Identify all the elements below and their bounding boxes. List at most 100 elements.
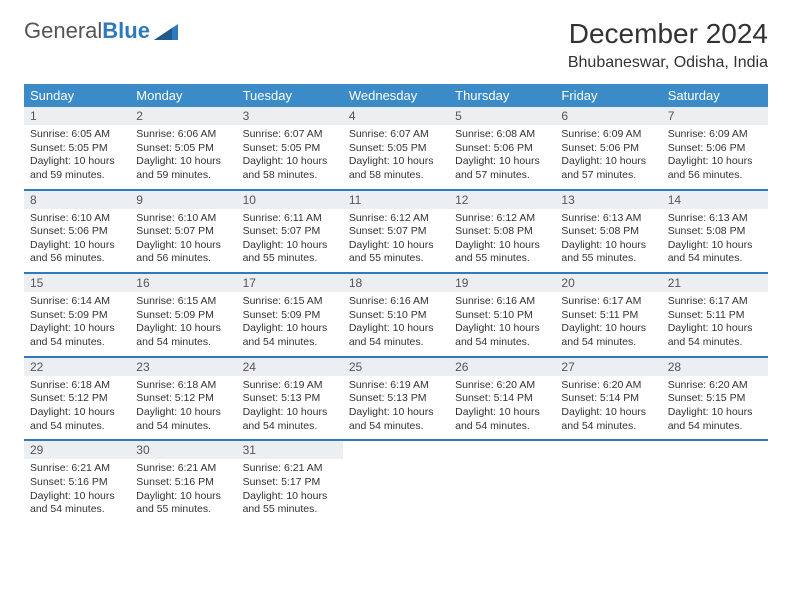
day-number: 23 (130, 358, 236, 376)
day-details: Sunrise: 6:21 AMSunset: 5:16 PMDaylight:… (24, 459, 130, 523)
day-number: 14 (662, 191, 768, 209)
day-number: 3 (237, 107, 343, 125)
day-details: Sunrise: 6:13 AMSunset: 5:08 PMDaylight:… (555, 209, 661, 273)
day-details: Sunrise: 6:15 AMSunset: 5:09 PMDaylight:… (130, 292, 236, 356)
day-number: 15 (24, 274, 130, 292)
day-details: Sunrise: 6:14 AMSunset: 5:09 PMDaylight:… (24, 292, 130, 356)
weekday-header: Saturday (662, 84, 768, 107)
day-number: 8 (24, 191, 130, 209)
day-details: Sunrise: 6:10 AMSunset: 5:06 PMDaylight:… (24, 209, 130, 273)
day-number: 1 (24, 107, 130, 125)
day-details: Sunrise: 6:20 AMSunset: 5:14 PMDaylight:… (449, 376, 555, 440)
weekday-header: Sunday (24, 84, 130, 107)
calendar-table: SundayMondayTuesdayWednesdayThursdayFrid… (24, 84, 768, 523)
calendar-day-cell: 30Sunrise: 6:21 AMSunset: 5:16 PMDayligh… (130, 440, 236, 523)
day-number: 19 (449, 274, 555, 292)
weekday-header: Thursday (449, 84, 555, 107)
calendar-day-cell (343, 440, 449, 523)
day-details: Sunrise: 6:06 AMSunset: 5:05 PMDaylight:… (130, 125, 236, 189)
calendar-week-row: 22Sunrise: 6:18 AMSunset: 5:12 PMDayligh… (24, 357, 768, 441)
calendar-week-row: 1Sunrise: 6:05 AMSunset: 5:05 PMDaylight… (24, 107, 768, 190)
calendar-day-cell: 24Sunrise: 6:19 AMSunset: 5:13 PMDayligh… (237, 357, 343, 441)
day-number: 5 (449, 107, 555, 125)
day-details: Sunrise: 6:21 AMSunset: 5:17 PMDaylight:… (237, 459, 343, 523)
calendar-day-cell: 12Sunrise: 6:12 AMSunset: 5:08 PMDayligh… (449, 190, 555, 274)
brand-logo: GeneralBlue (24, 18, 178, 44)
day-number: 12 (449, 191, 555, 209)
calendar-day-cell: 20Sunrise: 6:17 AMSunset: 5:11 PMDayligh… (555, 273, 661, 357)
day-number: 21 (662, 274, 768, 292)
day-number: 2 (130, 107, 236, 125)
day-number: 26 (449, 358, 555, 376)
calendar-day-cell (662, 440, 768, 523)
day-details: Sunrise: 6:19 AMSunset: 5:13 PMDaylight:… (237, 376, 343, 440)
calendar-day-cell: 29Sunrise: 6:21 AMSunset: 5:16 PMDayligh… (24, 440, 130, 523)
calendar-day-cell: 15Sunrise: 6:14 AMSunset: 5:09 PMDayligh… (24, 273, 130, 357)
day-details: Sunrise: 6:11 AMSunset: 5:07 PMDaylight:… (237, 209, 343, 273)
weekday-header: Tuesday (237, 84, 343, 107)
day-details: Sunrise: 6:18 AMSunset: 5:12 PMDaylight:… (24, 376, 130, 440)
day-details: Sunrise: 6:09 AMSunset: 5:06 PMDaylight:… (555, 125, 661, 189)
calendar-day-cell: 31Sunrise: 6:21 AMSunset: 5:17 PMDayligh… (237, 440, 343, 523)
calendar-day-cell: 8Sunrise: 6:10 AMSunset: 5:06 PMDaylight… (24, 190, 130, 274)
day-details: Sunrise: 6:10 AMSunset: 5:07 PMDaylight:… (130, 209, 236, 273)
day-number: 6 (555, 107, 661, 125)
weekday-header: Wednesday (343, 84, 449, 107)
day-number: 30 (130, 441, 236, 459)
day-details: Sunrise: 6:15 AMSunset: 5:09 PMDaylight:… (237, 292, 343, 356)
day-number: 27 (555, 358, 661, 376)
day-details: Sunrise: 6:12 AMSunset: 5:07 PMDaylight:… (343, 209, 449, 273)
calendar-day-cell: 18Sunrise: 6:16 AMSunset: 5:10 PMDayligh… (343, 273, 449, 357)
day-details: Sunrise: 6:13 AMSunset: 5:08 PMDaylight:… (662, 209, 768, 273)
calendar-day-cell: 3Sunrise: 6:07 AMSunset: 5:05 PMDaylight… (237, 107, 343, 190)
day-number: 10 (237, 191, 343, 209)
brand-text: GeneralBlue (24, 18, 150, 44)
calendar-day-cell: 25Sunrise: 6:19 AMSunset: 5:13 PMDayligh… (343, 357, 449, 441)
calendar-day-cell: 21Sunrise: 6:17 AMSunset: 5:11 PMDayligh… (662, 273, 768, 357)
day-details: Sunrise: 6:20 AMSunset: 5:15 PMDaylight:… (662, 376, 768, 440)
day-number: 16 (130, 274, 236, 292)
day-details: Sunrise: 6:16 AMSunset: 5:10 PMDaylight:… (343, 292, 449, 356)
weekday-header: Friday (555, 84, 661, 107)
brand-triangle-icon (154, 22, 178, 40)
calendar-day-cell: 26Sunrise: 6:20 AMSunset: 5:14 PMDayligh… (449, 357, 555, 441)
calendar-day-cell: 19Sunrise: 6:16 AMSunset: 5:10 PMDayligh… (449, 273, 555, 357)
day-number: 9 (130, 191, 236, 209)
day-number: 31 (237, 441, 343, 459)
calendar-day-cell: 5Sunrise: 6:08 AMSunset: 5:06 PMDaylight… (449, 107, 555, 190)
calendar-week-row: 8Sunrise: 6:10 AMSunset: 5:06 PMDaylight… (24, 190, 768, 274)
calendar-day-cell: 11Sunrise: 6:12 AMSunset: 5:07 PMDayligh… (343, 190, 449, 274)
day-number: 22 (24, 358, 130, 376)
title-block: December 2024 Bhubaneswar, Odisha, India (568, 18, 768, 72)
calendar-day-cell: 28Sunrise: 6:20 AMSunset: 5:15 PMDayligh… (662, 357, 768, 441)
calendar-day-cell: 9Sunrise: 6:10 AMSunset: 5:07 PMDaylight… (130, 190, 236, 274)
day-details: Sunrise: 6:19 AMSunset: 5:13 PMDaylight:… (343, 376, 449, 440)
calendar-week-row: 15Sunrise: 6:14 AMSunset: 5:09 PMDayligh… (24, 273, 768, 357)
calendar-day-cell: 27Sunrise: 6:20 AMSunset: 5:14 PMDayligh… (555, 357, 661, 441)
header: GeneralBlue December 2024 Bhubaneswar, O… (24, 18, 768, 72)
day-details: Sunrise: 6:07 AMSunset: 5:05 PMDaylight:… (237, 125, 343, 189)
calendar-day-cell: 14Sunrise: 6:13 AMSunset: 5:08 PMDayligh… (662, 190, 768, 274)
day-details: Sunrise: 6:21 AMSunset: 5:16 PMDaylight:… (130, 459, 236, 523)
calendar-page: GeneralBlue December 2024 Bhubaneswar, O… (0, 0, 792, 541)
calendar-day-cell: 4Sunrise: 6:07 AMSunset: 5:05 PMDaylight… (343, 107, 449, 190)
calendar-day-cell: 10Sunrise: 6:11 AMSunset: 5:07 PMDayligh… (237, 190, 343, 274)
day-number: 11 (343, 191, 449, 209)
calendar-day-cell: 22Sunrise: 6:18 AMSunset: 5:12 PMDayligh… (24, 357, 130, 441)
calendar-body: 1Sunrise: 6:05 AMSunset: 5:05 PMDaylight… (24, 107, 768, 523)
day-number: 17 (237, 274, 343, 292)
calendar-day-cell: 23Sunrise: 6:18 AMSunset: 5:12 PMDayligh… (130, 357, 236, 441)
location-text: Bhubaneswar, Odisha, India (568, 54, 768, 72)
calendar-day-cell (555, 440, 661, 523)
calendar-day-cell: 6Sunrise: 6:09 AMSunset: 5:06 PMDaylight… (555, 107, 661, 190)
calendar-day-cell: 2Sunrise: 6:06 AMSunset: 5:05 PMDaylight… (130, 107, 236, 190)
calendar-week-row: 29Sunrise: 6:21 AMSunset: 5:16 PMDayligh… (24, 440, 768, 523)
day-number: 29 (24, 441, 130, 459)
day-details: Sunrise: 6:12 AMSunset: 5:08 PMDaylight:… (449, 209, 555, 273)
day-details: Sunrise: 6:07 AMSunset: 5:05 PMDaylight:… (343, 125, 449, 189)
day-details: Sunrise: 6:09 AMSunset: 5:06 PMDaylight:… (662, 125, 768, 189)
day-details: Sunrise: 6:18 AMSunset: 5:12 PMDaylight:… (130, 376, 236, 440)
day-details: Sunrise: 6:16 AMSunset: 5:10 PMDaylight:… (449, 292, 555, 356)
day-details: Sunrise: 6:17 AMSunset: 5:11 PMDaylight:… (662, 292, 768, 356)
day-details: Sunrise: 6:08 AMSunset: 5:06 PMDaylight:… (449, 125, 555, 189)
